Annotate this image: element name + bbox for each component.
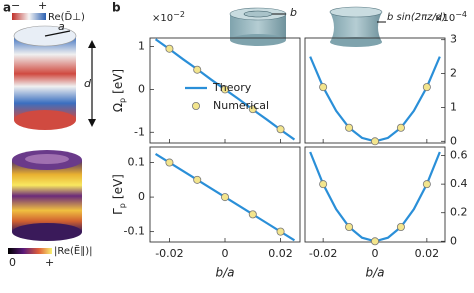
numerical-point bbox=[248, 105, 257, 114]
x-tick-label: 0.02 bbox=[268, 247, 293, 260]
y-tick-label: 0 bbox=[450, 234, 457, 247]
x-tick-label: 0 bbox=[222, 247, 229, 260]
numerical-point bbox=[220, 85, 229, 94]
x-tick-label: 0.02 bbox=[415, 247, 440, 260]
colorbar bbox=[8, 248, 52, 254]
radius-label: a bbox=[58, 20, 65, 33]
colorbar-label: |Re(Ẽ∥)| bbox=[54, 244, 93, 257]
numerical-point bbox=[370, 237, 379, 246]
numerical-point bbox=[276, 227, 285, 236]
legend-label: Theory bbox=[212, 81, 252, 94]
scale-base: ×10 bbox=[152, 13, 173, 24]
y-tick-label: 2 bbox=[450, 67, 457, 80]
inset-top bbox=[329, 6, 383, 18]
x-tick-label: -0.02 bbox=[155, 247, 183, 260]
plot-frame bbox=[304, 146, 446, 243]
numerical-point bbox=[165, 158, 174, 167]
numerical-point bbox=[396, 123, 405, 132]
y-tick-label: 0 bbox=[138, 190, 145, 203]
numerical-point bbox=[165, 44, 174, 53]
numerical-point bbox=[422, 180, 431, 189]
field-bottom bbox=[12, 223, 82, 241]
numerical-point bbox=[345, 123, 354, 132]
x-tick-label: -0.02 bbox=[309, 247, 337, 260]
colorbar-max: + bbox=[45, 256, 54, 269]
legend-swatch bbox=[191, 102, 200, 111]
y-axis-unit: [eV] bbox=[111, 174, 125, 199]
numerical-point bbox=[319, 180, 328, 189]
y-tick-label: 0 bbox=[450, 134, 457, 147]
y-tick-label: 0.4 bbox=[450, 177, 468, 190]
colorbar bbox=[12, 13, 46, 20]
inset-label: b sin(2πz/d) bbox=[387, 12, 446, 23]
y-tick-label: -0.1 bbox=[124, 225, 145, 238]
numerical-point bbox=[220, 193, 229, 202]
colorbar-label: Re(D̃⊥) bbox=[48, 10, 85, 23]
inset-bottom bbox=[330, 37, 382, 47]
numerical-point bbox=[193, 65, 202, 74]
numerical-point bbox=[193, 175, 202, 184]
numerical-point bbox=[422, 83, 431, 92]
legend-label: Numerical bbox=[213, 99, 269, 112]
scale-exponent: −4 bbox=[455, 10, 467, 19]
y-tick-label: 1 bbox=[450, 100, 457, 113]
y-axis-label: Γp [eV] bbox=[111, 174, 128, 215]
y-axis-unit: [eV] bbox=[111, 69, 125, 94]
scale-base: ×10 bbox=[434, 13, 455, 24]
cylinder-body bbox=[14, 36, 76, 120]
numerical-point bbox=[248, 210, 257, 219]
y-tick-label: 0.1 bbox=[128, 156, 146, 169]
numerical-point bbox=[370, 137, 379, 146]
field-cylinder bbox=[12, 160, 82, 232]
y-axis-subscript: p bbox=[118, 98, 127, 103]
inset-bottom bbox=[230, 34, 286, 46]
numerical-point bbox=[276, 125, 285, 134]
cylinder-bottom bbox=[14, 110, 76, 130]
axis-scale: ×10−4 bbox=[434, 10, 467, 25]
colorbar-min: 0 bbox=[9, 256, 16, 269]
radius-arrow bbox=[44, 30, 71, 37]
panel-label: b bbox=[112, 1, 121, 15]
colorbar-max: + bbox=[38, 0, 47, 12]
length-label: d bbox=[84, 77, 92, 90]
inset-hole bbox=[243, 10, 273, 18]
y-tick-label: 3 bbox=[450, 33, 457, 46]
y-tick-label: 0.6 bbox=[450, 149, 468, 162]
y-tick-label: 0 bbox=[138, 82, 145, 95]
x-axis-label: b/a bbox=[365, 266, 384, 280]
y-tick-label: 0.2 bbox=[450, 206, 468, 219]
axis-scale: ×10−2 bbox=[152, 10, 185, 25]
y-tick-label: -1 bbox=[134, 125, 145, 138]
y-axis-label: Ωp [eV] bbox=[111, 69, 128, 112]
x-axis-label: b/a bbox=[215, 266, 234, 280]
y-axis-symbol: Γ bbox=[111, 208, 125, 215]
numerical-point bbox=[319, 83, 328, 92]
y-tick-label: 1 bbox=[138, 40, 145, 53]
numerical-point bbox=[345, 222, 354, 231]
theory-line bbox=[309, 151, 441, 243]
inset-label: b bbox=[290, 6, 297, 19]
panel-label: a bbox=[3, 1, 11, 15]
y-axis-subscript: p bbox=[118, 203, 127, 208]
theory-line bbox=[309, 56, 441, 143]
scale-exponent: −2 bbox=[173, 10, 185, 19]
field-top-inner bbox=[25, 154, 69, 164]
x-tick-label: 0 bbox=[372, 247, 379, 260]
numerical-point bbox=[396, 222, 405, 231]
inset-shape bbox=[330, 12, 382, 42]
y-axis-symbol: Ω bbox=[111, 103, 125, 112]
colorbar-min: − bbox=[11, 0, 20, 12]
